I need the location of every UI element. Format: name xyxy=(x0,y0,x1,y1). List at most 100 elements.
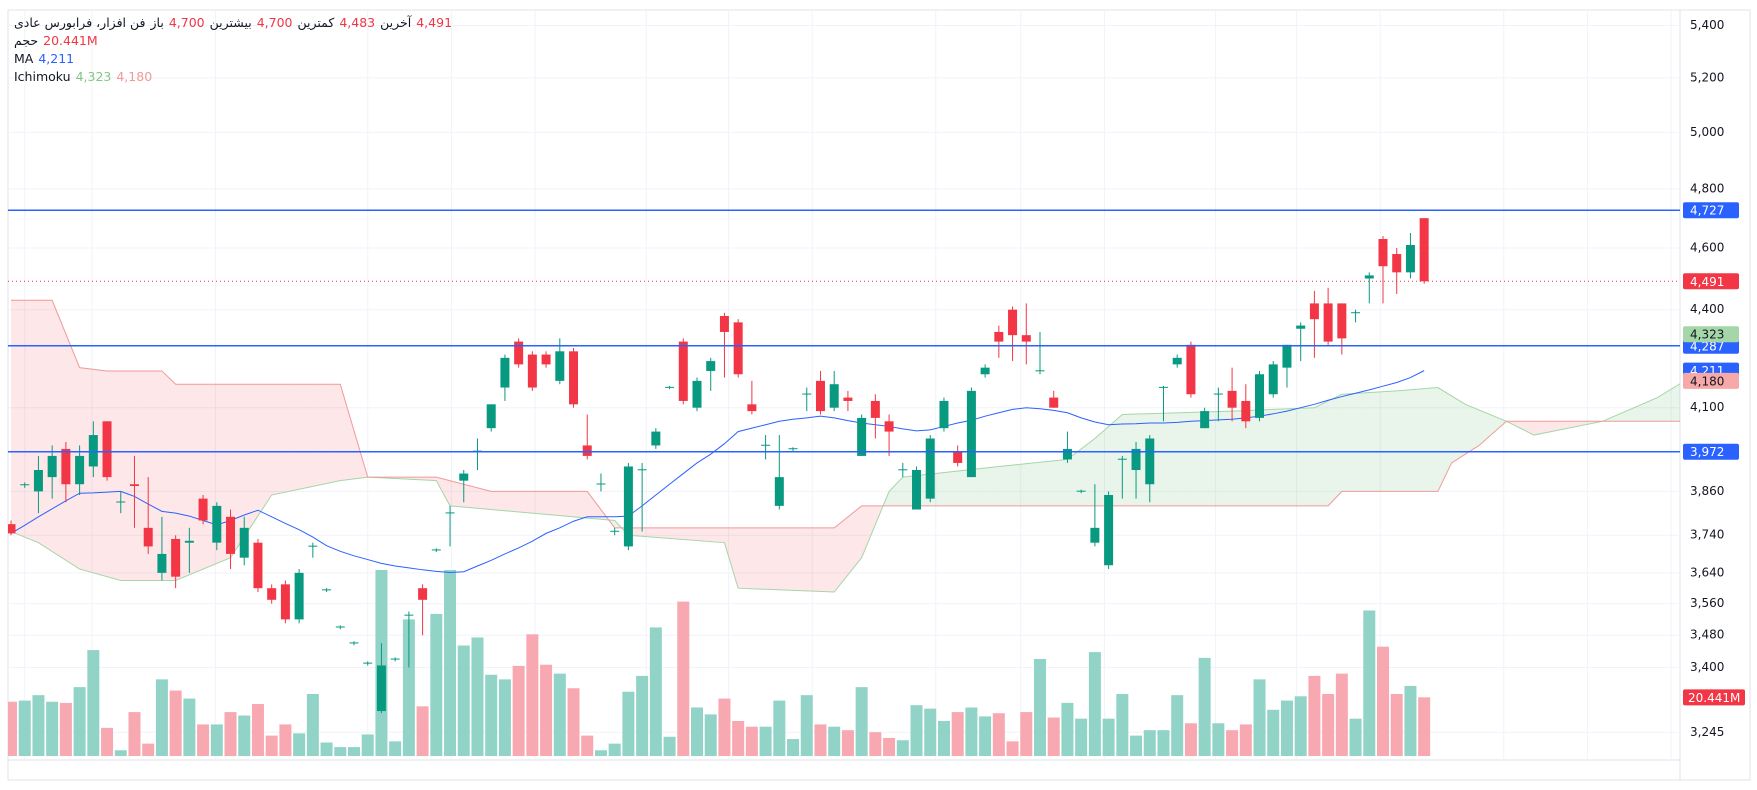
x-tick-label: 22 شهریور xyxy=(992,764,1049,779)
cloud-fill xyxy=(271,384,279,496)
cloud-fill xyxy=(779,527,787,591)
volume-bar xyxy=(197,724,210,756)
candle-body xyxy=(939,400,949,429)
candle-body xyxy=(61,448,71,485)
volume-value: 20.441M xyxy=(43,33,98,48)
volume-bar xyxy=(59,702,72,756)
cloud-fill xyxy=(655,527,663,538)
cloud-fill xyxy=(710,527,718,543)
volume-bar xyxy=(540,664,553,756)
x-tick-label: تیر xyxy=(358,764,376,778)
cloud-fill xyxy=(305,384,313,488)
cloud-fill xyxy=(292,384,300,491)
candle-body xyxy=(610,530,620,532)
cloud-fill xyxy=(244,384,252,537)
cloud-fill xyxy=(45,300,53,552)
cloud-fill xyxy=(1033,462,1040,506)
last-price-box xyxy=(1683,273,1739,290)
cloud-fill xyxy=(532,491,540,514)
cloud-fill xyxy=(772,527,780,590)
y-tick-label: 3,560 xyxy=(1690,596,1724,610)
cloud-fill xyxy=(1444,391,1452,478)
candle-body xyxy=(1008,309,1018,336)
cloud-fill xyxy=(312,384,320,487)
candle-body xyxy=(719,316,729,332)
y-tick-label: 3,860 xyxy=(1690,484,1724,498)
candle-body xyxy=(596,483,606,485)
volume-bar xyxy=(251,704,264,756)
candle-body xyxy=(143,527,153,547)
volume-bar xyxy=(883,737,896,756)
cloud-fill xyxy=(1005,465,1013,506)
volume-bar xyxy=(732,720,745,756)
candle-body xyxy=(253,542,263,589)
cloud-fill xyxy=(86,368,94,573)
cloud-fill xyxy=(834,522,842,593)
cloud-fill xyxy=(1636,403,1644,422)
cloud-fill xyxy=(1046,460,1054,506)
cloud-fill xyxy=(511,491,519,512)
cloud-fill xyxy=(648,527,656,538)
x-tick-label: 29 اردیبهشت xyxy=(58,764,127,779)
candle-body xyxy=(1145,438,1155,485)
volume-bar xyxy=(924,708,937,756)
cloud-fill xyxy=(319,384,327,485)
volume-bar xyxy=(910,705,923,756)
volume-bar xyxy=(773,700,786,756)
candle-body xyxy=(623,466,633,547)
candle-body xyxy=(294,572,304,620)
volume-bar xyxy=(1308,675,1321,756)
candle-body xyxy=(1405,244,1415,273)
cloud-fill xyxy=(1019,463,1027,506)
cloud-fill xyxy=(1554,421,1562,431)
volume-bar xyxy=(1034,658,1046,756)
cloud-fill xyxy=(1362,392,1370,492)
candle-body xyxy=(404,614,414,616)
cloud-fill xyxy=(758,527,766,590)
candle-body xyxy=(541,354,551,365)
cloud-fill xyxy=(902,476,910,506)
symbol-info: فن افزار، فرابورس عادی باز 4,700 بیشترین 4,… xyxy=(14,14,452,32)
cloud-fill xyxy=(196,384,204,572)
hline-box xyxy=(1683,443,1739,460)
candle-body xyxy=(898,469,908,471)
cloud-fill xyxy=(1383,391,1390,492)
cloud-fill xyxy=(1410,389,1418,492)
volume-bar xyxy=(594,750,607,756)
cloud-fill xyxy=(456,482,464,508)
volume-bar xyxy=(46,701,59,756)
cloud-fill xyxy=(237,384,245,548)
volume-bar xyxy=(512,665,525,756)
candle-body xyxy=(912,470,922,510)
cloud-fill xyxy=(827,527,835,593)
cloud-fill xyxy=(1101,426,1109,506)
volume-bar xyxy=(238,715,251,756)
volume-bar xyxy=(348,747,360,756)
candle-body xyxy=(33,470,43,492)
cloud-fill xyxy=(278,384,286,494)
cloud-fill xyxy=(155,370,162,581)
candle-body xyxy=(184,540,194,543)
volume-bar xyxy=(1226,730,1239,756)
candle-body xyxy=(953,452,963,463)
cloud-fill xyxy=(38,300,46,548)
candle-body xyxy=(1282,344,1292,368)
volume-bar xyxy=(1047,717,1060,756)
volume-bar xyxy=(649,627,662,756)
volume-bar xyxy=(1088,652,1101,756)
candle-body xyxy=(1268,364,1278,395)
volume-bar xyxy=(1280,700,1293,756)
cloud-fill xyxy=(1657,393,1665,422)
volume-bar xyxy=(814,724,827,756)
candle-body xyxy=(88,435,98,467)
cloud-fill xyxy=(552,491,560,516)
cloud-fill xyxy=(257,384,265,516)
ichimoku-label: 4,180 xyxy=(1690,374,1724,388)
volume-bar xyxy=(1075,718,1088,756)
candle-body xyxy=(637,469,647,471)
cloud-fill xyxy=(950,471,958,506)
volume-bar xyxy=(169,690,182,756)
y-tick-label: 3,245 xyxy=(1690,725,1724,739)
cloud-fill xyxy=(1540,421,1548,434)
candle-body xyxy=(1337,303,1347,339)
